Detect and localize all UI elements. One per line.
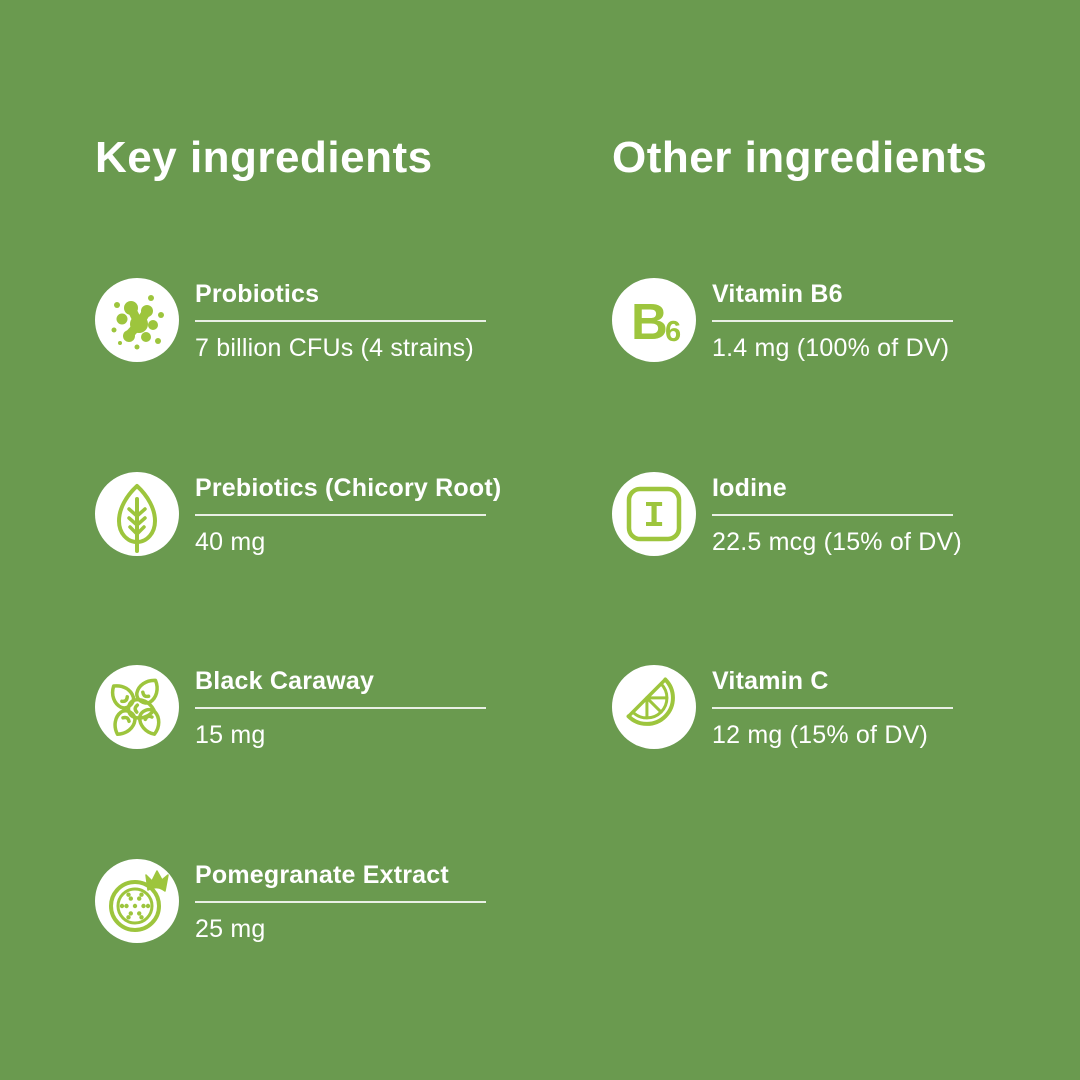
seeds-icon [95,665,179,749]
ingredient-amount: 12 mg (15% of DV) [712,721,928,749]
ingredient-title: Probiotics [195,280,320,308]
ingredient-amount: 40 mg [195,528,266,556]
ingredient-amount: 15 mg [195,721,266,749]
b6-letter: B [631,293,668,350]
pomegranate-icon [95,859,179,943]
ingredient-title: Black Caraway [195,667,375,695]
ingredient-row-prebiotics: Prebiotics (Chicory Root) 40 mg [95,472,502,557]
ingredient-amount: 1.4 mg (100% of DV) [712,334,950,362]
ingredient-title: Pomegranate Extract [195,861,449,889]
ingredient-row-iodine: I Iodine 22.5 mcg (15% of DV) [612,472,962,557]
divider [195,707,486,709]
ingredient-title: Vitamin C [712,667,829,695]
divider [712,707,953,709]
ingredient-amount: 25 mg [195,915,266,943]
ingredient-row-probiotics: Probiotics 7 billion CFUs (4 strains) [95,278,486,363]
iodine-icon: I [612,472,696,556]
divider [195,514,486,516]
divider [195,320,486,322]
divider [712,320,953,322]
ingredient-title: Iodine [712,474,787,502]
ingredient-row-vitamin-c: Vitamin C 12 mg (15% of DV) [612,665,953,750]
key-ingredients-heading: Key ingredients [95,133,433,182]
divider [712,514,953,516]
divider [195,901,486,903]
ingredient-amount: 7 billion CFUs (4 strains) [195,334,474,362]
ingredient-amount: 22.5 mcg (15% of DV) [712,528,962,556]
vitamin-b6-icon: B 6 [612,278,696,362]
probiotics-icon [95,278,179,362]
ingredient-title: Prebiotics (Chicory Root) [195,474,502,502]
ingredient-row-black-caraway: Black Caraway 15 mg [95,665,486,750]
lime-slice-icon [612,665,696,749]
b6-number: 6 [665,316,681,348]
iodine-letter: I [643,496,665,537]
ingredient-row-pomegranate: Pomegranate Extract 25 mg [95,859,486,944]
ingredient-title: Vitamin B6 [712,280,843,308]
ingredient-row-vitamin-b6: B 6 Vitamin B6 1.4 mg (100% of DV) [612,278,953,363]
other-ingredients-heading: Other ingredients [612,133,988,182]
leaf-icon [95,472,179,556]
